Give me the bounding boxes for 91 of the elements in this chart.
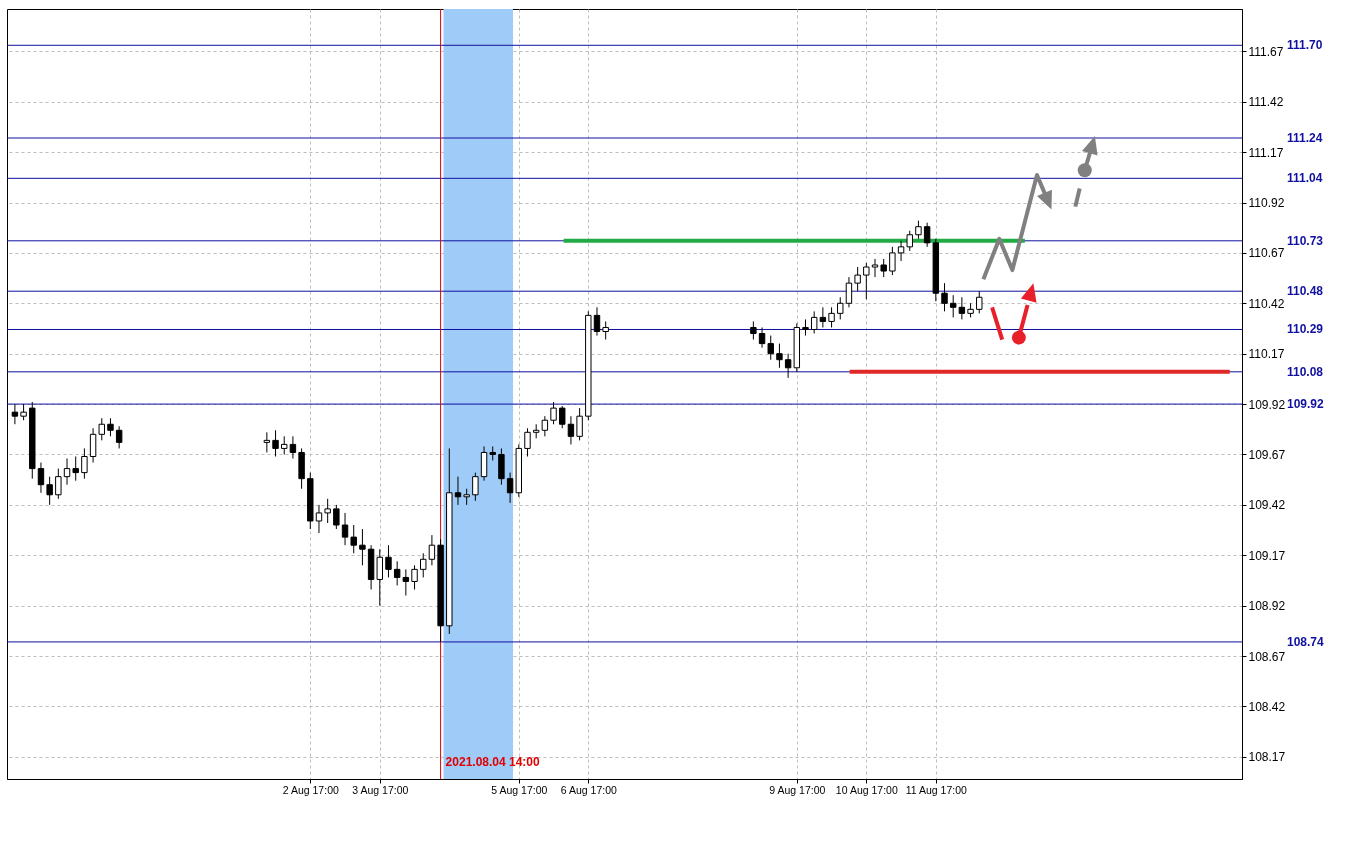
ref-line-label: 110.73 (1287, 233, 1324, 248)
candlestick (784, 353, 792, 379)
candlestick (906, 230, 913, 252)
ref-line-label: 111.24 (1287, 131, 1323, 146)
ref-line-label: 111.70 (1287, 38, 1323, 53)
candlestick (819, 306, 827, 328)
candlestick (341, 512, 349, 546)
candlestick (376, 548, 383, 607)
x-tick-label: 10 Aug 17:00 (835, 783, 898, 796)
ref-line-label: 111.04 (1287, 171, 1323, 186)
ref-line-label: 2021.08.04 14:00 (445, 755, 541, 769)
y-tick-label: 110.42 (1248, 296, 1285, 311)
candlestick (915, 220, 922, 240)
y-tick-label: 111.67 (1248, 44, 1284, 59)
candlestick (767, 335, 774, 361)
y-tick-label: 109.92 (1248, 397, 1286, 412)
ref-line-label: 110.08 (1287, 364, 1324, 379)
candlestick (81, 447, 88, 480)
candlestick (863, 262, 870, 300)
candlestick (420, 552, 427, 578)
ref-line-label: 110.29 (1287, 322, 1324, 337)
y-tick-label: 110.92 (1248, 196, 1285, 211)
ref-line-label: 109.92 (1287, 397, 1325, 412)
candlestick (272, 429, 279, 457)
x-tick-label: 3 Aug 17:00 (352, 783, 409, 796)
y-tick-label: 109.42 (1248, 498, 1286, 513)
candlestick (897, 240, 905, 262)
candlestick (845, 276, 853, 308)
candlestick (524, 427, 531, 457)
candlestick (263, 431, 271, 453)
y-tick-label: 111.42 (1248, 95, 1284, 110)
candlestick (923, 222, 931, 248)
candlestick (750, 320, 757, 341)
candlestick (89, 427, 97, 464)
candlestick (567, 415, 575, 445)
candlestick (98, 417, 105, 441)
candlestick (289, 435, 297, 459)
candlestick (107, 417, 114, 437)
candlestick (454, 476, 462, 506)
y-tick-label: 109.17 (1248, 548, 1286, 563)
candlestick (889, 246, 896, 276)
x-tick-label: 9 Aug 17:00 (769, 783, 826, 796)
candlestick (559, 405, 566, 429)
ref-line-label: 110.48 (1287, 284, 1324, 299)
candlestick (949, 294, 957, 318)
candlestick (776, 343, 783, 369)
candlestick (55, 468, 62, 500)
candlestick (576, 407, 583, 441)
candlestick (411, 564, 418, 591)
candlestick (385, 544, 392, 578)
candlestick (333, 504, 340, 530)
candlestick (359, 528, 366, 566)
y-tick-label: 108.42 (1248, 699, 1286, 714)
candlestick (46, 476, 53, 506)
y-tick-label: 111.17 (1248, 145, 1284, 160)
x-tick-label: 11 Aug 17:00 (905, 783, 968, 796)
candlestick (72, 455, 79, 482)
candlestick (758, 326, 766, 349)
candlestick (602, 320, 609, 341)
candlestick (871, 258, 879, 278)
candlestick (593, 306, 601, 337)
candlestick (63, 458, 71, 486)
x-tick-label: 5 Aug 17:00 (491, 783, 548, 796)
candlestick (350, 524, 357, 554)
y-tick-label: 108.92 (1248, 599, 1286, 614)
candlestick (828, 306, 835, 328)
candlestick (37, 462, 45, 494)
candlestick (854, 266, 861, 292)
y-tick-label: 108.17 (1248, 750, 1286, 765)
candlestick (281, 435, 288, 455)
candlestick (472, 472, 479, 502)
candlestick (324, 498, 331, 524)
candlestick (315, 504, 323, 534)
candlestick (428, 534, 436, 566)
candlestick (880, 258, 887, 278)
candlestick (958, 296, 966, 320)
candlestick (11, 403, 19, 425)
candlestick (506, 472, 514, 504)
candlestick (941, 282, 948, 312)
y-tick-label: 109.67 (1248, 447, 1286, 462)
y-tick-label: 108.67 (1248, 649, 1286, 664)
ref-line-label: 108.74 (1287, 634, 1325, 649)
x-tick-label: 2 Aug 17:00 (282, 783, 339, 796)
candlestick (837, 296, 844, 320)
x-tick-label: 6 Aug 17:00 (560, 783, 617, 796)
y-tick-label: 110.17 (1248, 347, 1285, 362)
y-tick-label: 110.67 (1248, 246, 1285, 261)
candlestick (810, 310, 818, 335)
candlestick (115, 425, 123, 449)
candlestick (976, 290, 983, 314)
candlestick (550, 401, 557, 425)
